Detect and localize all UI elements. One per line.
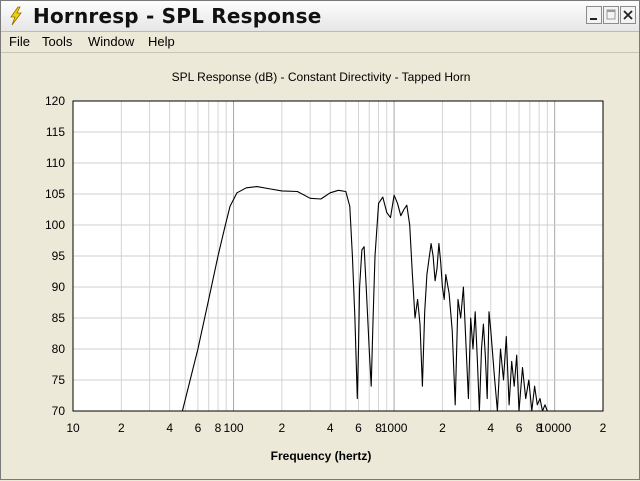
y-tick-label: 100: [45, 218, 65, 232]
menu-file[interactable]: File: [9, 34, 30, 49]
x-tick-label: 2: [279, 421, 286, 435]
y-tick-label: 105: [45, 187, 65, 201]
maximize-button[interactable]: [603, 6, 619, 24]
menu-bar: File Tools Window Help: [1, 32, 639, 53]
close-button[interactable]: [620, 6, 636, 24]
x-tick-label: 6: [195, 421, 202, 435]
x-tick-label: 100: [224, 421, 244, 435]
x-tick-label: 2: [439, 421, 446, 435]
y-tick-label: 120: [45, 94, 65, 108]
minimize-button[interactable]: [586, 6, 602, 24]
menu-help[interactable]: Help: [148, 34, 175, 49]
y-axis-ticks: 70 75 80 85 90 95 100 105 110 115 120: [45, 94, 65, 418]
chart-title: SPL Response (dB) - Constant Directivity…: [172, 70, 471, 84]
x-tick-label: 10: [66, 421, 80, 435]
x-tick-label: 4: [487, 421, 494, 435]
x-tick-label: 4: [327, 421, 334, 435]
x-tick-label: 8: [536, 421, 543, 435]
x-tick-label: 4: [166, 421, 173, 435]
series-group: [181, 186, 548, 412]
window-title: Hornresp - SPL Response: [33, 4, 322, 28]
close-icon: [623, 10, 633, 20]
y-tick-label: 85: [52, 311, 66, 325]
title-bar[interactable]: Hornresp - SPL Response: [1, 1, 639, 32]
y-tick-label: 110: [46, 156, 65, 170]
y-tick-label: 70: [52, 404, 66, 418]
x-tick-label: 1000: [381, 421, 408, 435]
lightning-bolt-icon: [10, 6, 22, 26]
series-line-0: [181, 186, 548, 412]
y-tick-label: 90: [52, 280, 66, 294]
y-tick-label: 115: [46, 125, 65, 139]
x-tick-label: 8: [215, 421, 222, 435]
y-tick-label: 75: [52, 373, 66, 387]
menu-window[interactable]: Window: [88, 34, 135, 49]
x-tick-label: 10000: [538, 421, 572, 435]
plot-frame: [72, 100, 604, 412]
x-tick-label: 8: [375, 421, 382, 435]
y-tick-label: 80: [52, 342, 66, 356]
x-axis-label: Frequency (hertz): [271, 449, 372, 463]
x-tick-label: 2: [118, 421, 125, 435]
menu-tools[interactable]: Tools: [42, 34, 73, 49]
y-tick-label: 95: [52, 249, 66, 263]
maximize-icon: [606, 9, 616, 20]
x-tick-label: 6: [516, 421, 523, 435]
x-tick-label: 2: [600, 421, 607, 435]
x-tick-label: 6: [355, 421, 362, 435]
minimize-icon: [590, 18, 597, 20]
